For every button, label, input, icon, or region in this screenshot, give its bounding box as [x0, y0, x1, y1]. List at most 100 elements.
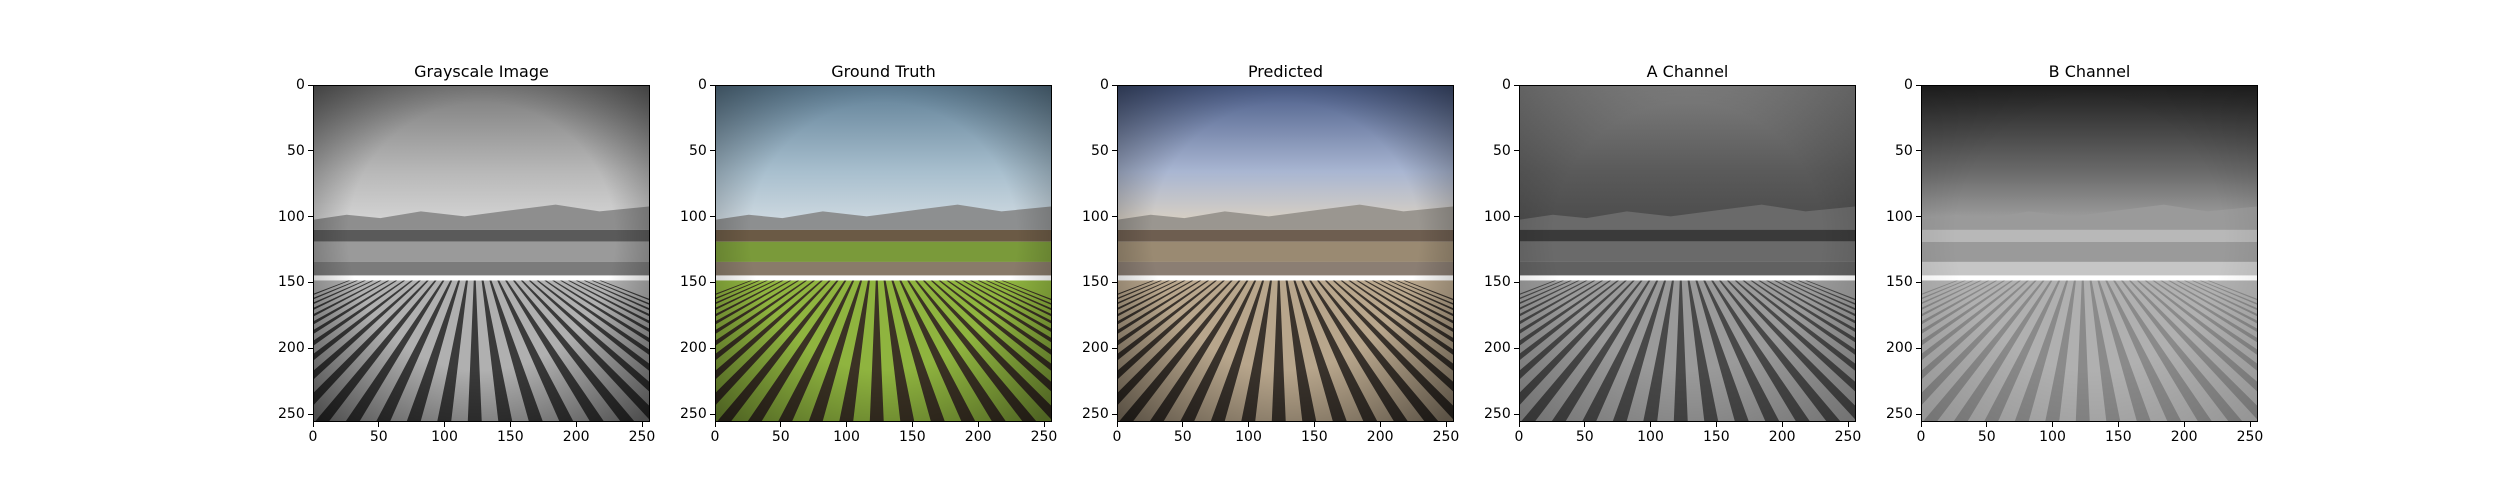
- y-tick-mark: [710, 281, 715, 283]
- y-tick-label: 250: [278, 406, 305, 423]
- panel-a-channel: A Channel 0 50 100 150 200 250 0 50 100 150 200 250: [1484, 0, 1919, 500]
- image-predicted: [1117, 85, 1454, 422]
- y-tick-mark: [308, 150, 313, 152]
- image-content: [715, 85, 1052, 422]
- y-tick-label: 100: [1484, 208, 1511, 225]
- x-tick-label: 150: [898, 429, 926, 445]
- x-tick-mark: [444, 422, 446, 427]
- x-tick-label: 50: [1575, 429, 1594, 445]
- x-tick-label: 250: [1432, 429, 1460, 445]
- image-content: [1921, 85, 2258, 422]
- y-tick-mark: [308, 216, 313, 218]
- y-tick-mark: [308, 281, 313, 283]
- x-tick-mark: [1847, 422, 1849, 427]
- y-tick-label: 250: [680, 406, 707, 423]
- x-tick-label: 150: [2104, 429, 2132, 445]
- y-tick-label: 150: [1484, 274, 1511, 291]
- y-tick-label: 250: [1484, 406, 1511, 423]
- x-tick-mark: [1518, 422, 1520, 427]
- x-tick-label: 0: [308, 429, 318, 445]
- x-tick-mark: [846, 422, 848, 427]
- panel-title: Grayscale Image: [414, 62, 549, 81]
- x-tick-mark: [2183, 422, 2185, 427]
- y-tick-label: 50: [689, 142, 707, 159]
- x-tick-label: 200: [562, 429, 590, 445]
- y-tick-mark: [1514, 150, 1519, 152]
- y-tick-mark: [1112, 84, 1117, 86]
- y-tick-label: 50: [1493, 142, 1511, 159]
- y-tick-mark: [710, 413, 715, 415]
- x-tick-label: 100: [2039, 429, 2066, 445]
- x-tick-label: 0: [1916, 429, 1926, 445]
- y-tick-mark: [1112, 150, 1117, 152]
- x-tick-mark: [780, 422, 782, 427]
- x-tick-mark: [1584, 422, 1586, 427]
- panel-title: A Channel: [1646, 62, 1729, 81]
- panel-title: Predicted: [1247, 62, 1324, 81]
- y-tick-mark: [308, 413, 313, 415]
- y-tick-mark: [1514, 84, 1519, 86]
- x-tick-label: 100: [833, 429, 860, 445]
- y-tick-label: 200: [278, 340, 305, 357]
- x-tick-label: 200: [2170, 429, 2198, 445]
- x-tick-label: 150: [1300, 429, 1328, 445]
- y-tick-mark: [1916, 216, 1921, 218]
- x-tick-label: 0: [1514, 429, 1524, 445]
- x-tick-label: 250: [628, 429, 656, 445]
- x-tick-mark: [1986, 422, 1988, 427]
- y-tick-label: 50: [287, 142, 305, 159]
- y-tick-mark: [1514, 413, 1519, 415]
- y-tick-mark: [1916, 413, 1921, 415]
- x-tick-mark: [2052, 422, 2054, 427]
- x-tick-label: 50: [771, 429, 790, 445]
- x-tick-mark: [1379, 422, 1381, 427]
- y-tick-label: 200: [680, 340, 707, 357]
- y-tick-label: 100: [680, 208, 707, 225]
- y-tick-label: 200: [1886, 340, 1913, 357]
- y-tick-mark: [1112, 216, 1117, 218]
- y-tick-mark: [1112, 347, 1117, 349]
- y-tick-label: 200: [1484, 340, 1511, 357]
- x-tick-mark: [1920, 422, 1922, 427]
- x-tick-label: 250: [2236, 429, 2264, 445]
- y-tick-mark: [1514, 347, 1519, 349]
- y-tick-label: 0: [1502, 77, 1511, 93]
- x-tick-mark: [312, 422, 314, 427]
- x-tick-mark: [1182, 422, 1184, 427]
- panel-title: B Channel: [2048, 62, 2131, 81]
- image-content: [1117, 85, 1454, 422]
- y-tick-mark: [1112, 281, 1117, 283]
- x-tick-mark: [509, 422, 511, 427]
- image-a-channel: [1519, 85, 1856, 422]
- y-tick-mark: [1916, 150, 1921, 152]
- y-tick-label: 100: [1886, 208, 1913, 225]
- y-tick-label: 150: [1886, 274, 1913, 291]
- y-tick-mark: [308, 84, 313, 86]
- y-tick-label: 50: [1895, 142, 1913, 159]
- y-tick-label: 50: [1091, 142, 1109, 159]
- y-tick-label: 150: [1082, 274, 1109, 291]
- x-tick-label: 200: [964, 429, 992, 445]
- y-tick-label: 250: [1886, 406, 1913, 423]
- x-tick-label: 250: [1030, 429, 1058, 445]
- x-tick-mark: [1715, 422, 1717, 427]
- y-tick-label: 100: [278, 208, 305, 225]
- y-tick-mark: [710, 84, 715, 86]
- y-tick-mark: [710, 216, 715, 218]
- x-tick-mark: [714, 422, 716, 427]
- image-b-channel: [1921, 85, 2258, 422]
- y-tick-label: 0: [296, 77, 305, 93]
- panel-b-channel: B Channel 0 50 100 150 200 250 0 50 100 150 200 250: [1886, 0, 2321, 500]
- panel-predicted: Predicted 0 50 100 150 200 250 0 50 100 150 200 250: [1082, 0, 1517, 500]
- image-content: [313, 85, 650, 422]
- x-tick-mark: [378, 422, 380, 427]
- x-tick-mark: [2249, 422, 2251, 427]
- x-tick-mark: [911, 422, 913, 427]
- x-tick-label: 200: [1768, 429, 1796, 445]
- y-tick-mark: [710, 150, 715, 152]
- y-tick-label: 250: [1082, 406, 1109, 423]
- y-tick-mark: [1112, 413, 1117, 415]
- x-tick-label: 150: [1702, 429, 1730, 445]
- x-tick-mark: [1043, 422, 1045, 427]
- panel-title: Ground Truth: [831, 62, 936, 81]
